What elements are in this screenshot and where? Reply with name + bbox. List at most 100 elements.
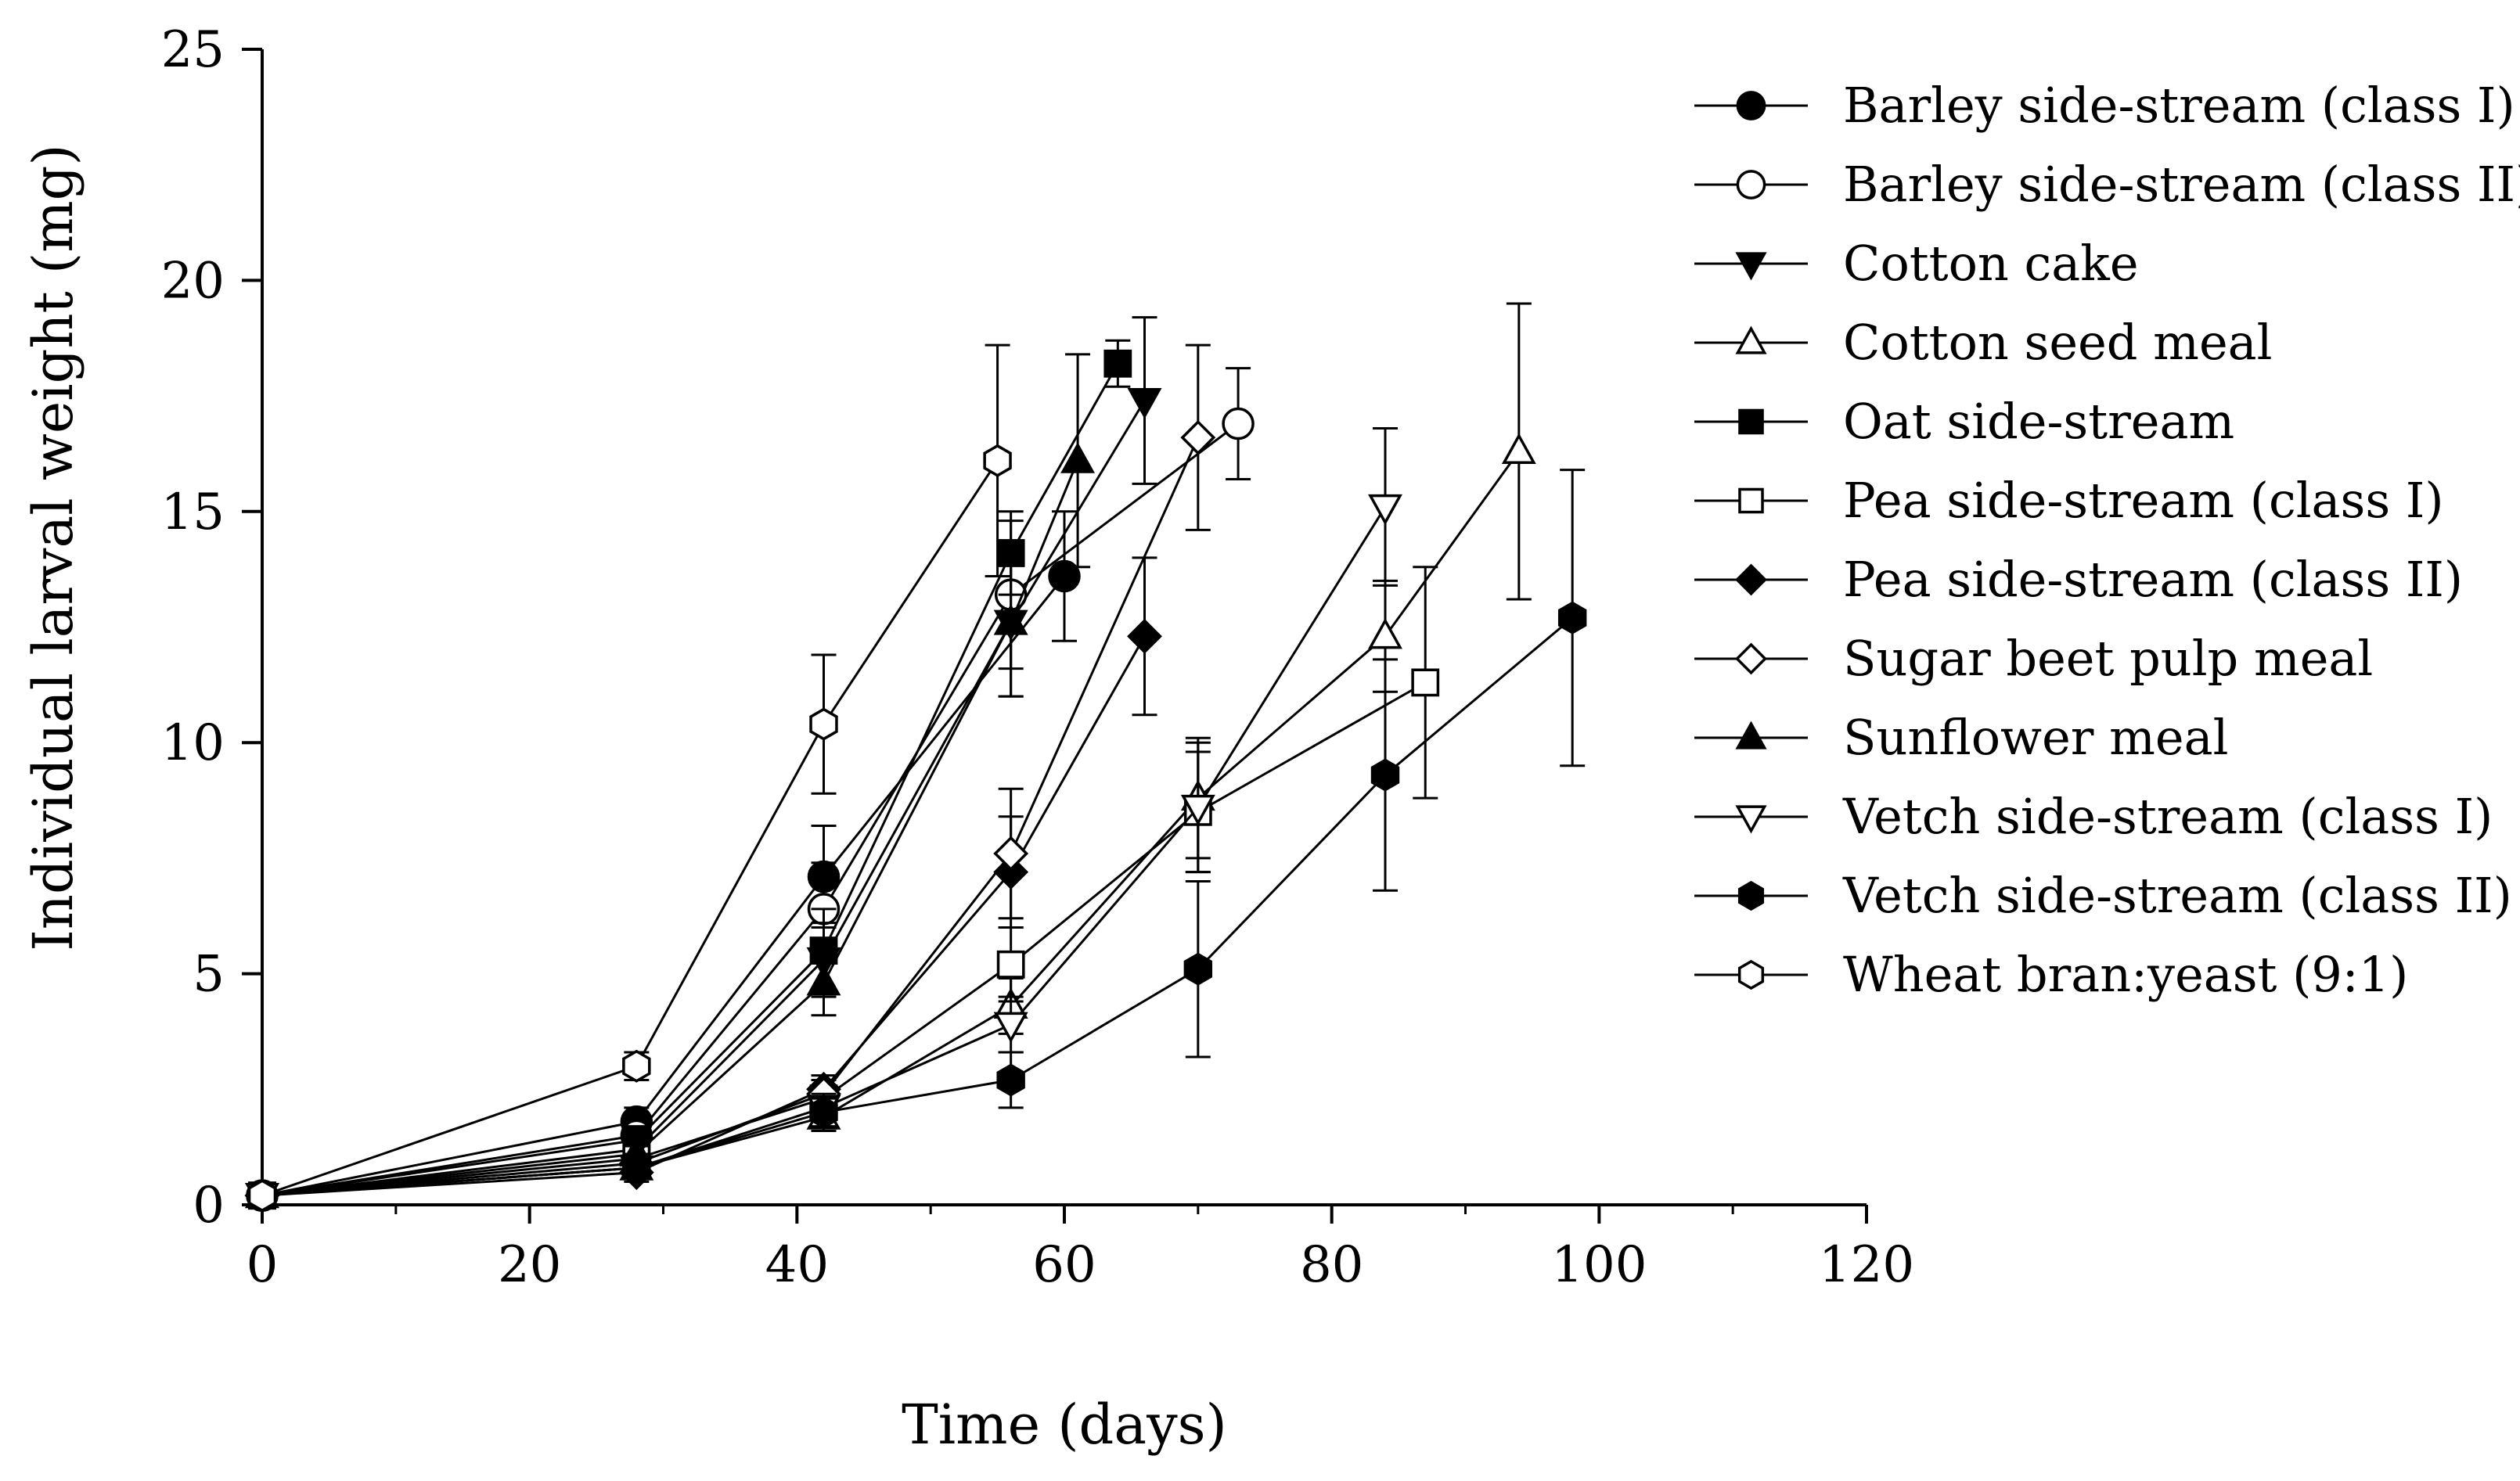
series-line	[261, 451, 1521, 1197]
legend-marker	[1735, 325, 1767, 354]
legend-marker	[1736, 91, 1766, 120]
legend-entry: Vetch side-stream (class II)	[1694, 867, 2512, 924]
legend-label: Pea side-stream (class II)	[1843, 551, 2463, 608]
legend-entry: Vetch side-stream (class I)	[1694, 788, 2493, 845]
data-point	[1103, 349, 1132, 378]
x-tick-label: 20	[498, 1236, 561, 1294]
data-point	[1180, 794, 1215, 826]
y-tick-label: 10	[161, 714, 225, 772]
y-tick-label: 5	[193, 946, 225, 1004]
y-tick-label: 25	[161, 21, 225, 79]
data-point	[1127, 618, 1162, 654]
series-line	[261, 422, 1240, 1197]
data-point	[993, 1012, 1028, 1044]
series-11	[247, 343, 1012, 1213]
x-tick-label: 60	[1032, 1236, 1096, 1294]
axes: 0 20 40 60 80 100 120 0 5 10 15 20 25	[161, 21, 1915, 1294]
legend-entry: Pea side-stream (class II)	[1694, 551, 2463, 608]
legend-label: Oat side-stream	[1843, 393, 2234, 450]
data-point	[1370, 758, 1400, 792]
legend-entry: Wheat bran:yeast (9:1)	[1694, 946, 2408, 1003]
data-point	[809, 1095, 838, 1129]
data-point	[622, 1049, 651, 1083]
legend-marker	[1735, 642, 1767, 675]
legend-marker	[1737, 959, 1765, 990]
legend-marker	[1735, 252, 1767, 281]
x-axis-title: Time (days)	[902, 1393, 1227, 1457]
legend-label: Barley side-stream (class I)	[1843, 77, 2515, 134]
data-point	[1368, 494, 1402, 526]
series-7	[244, 343, 1216, 1213]
data-point	[809, 707, 838, 741]
data-point	[993, 604, 1028, 635]
legend-label: Wheat bran:yeast (9:1)	[1843, 946, 2408, 1003]
data-point	[1060, 442, 1096, 473]
x-tick-label: 80	[1300, 1236, 1363, 1294]
data-point	[247, 1179, 277, 1213]
data-point	[806, 964, 841, 996]
data-point	[1557, 601, 1587, 634]
data-point	[993, 836, 1029, 872]
legend-marker	[1736, 170, 1766, 200]
legend-marker	[1738, 487, 1764, 514]
series-0	[246, 510, 1081, 1212]
data-point	[1501, 433, 1536, 464]
x-tick-label: 100	[1551, 1236, 1647, 1294]
data-point	[1180, 419, 1216, 455]
series-1	[246, 367, 1255, 1212]
legend-label: Sunflower meal	[1843, 709, 2228, 766]
series-line	[261, 681, 1427, 1197]
data-point	[1183, 952, 1213, 986]
y-tick-label: 20	[161, 252, 225, 310]
y-axis-title: Individual larval weight (mg)	[21, 144, 85, 951]
legend-entry: Barley side-stream (class II)	[1694, 156, 2520, 213]
data-point	[996, 1063, 1025, 1097]
legend-label: Vetch side-stream (class II)	[1842, 867, 2512, 924]
series-line	[261, 616, 1574, 1197]
legend-entry: Oat side-stream	[1694, 393, 2234, 450]
legend-entry: Sunflower meal	[1694, 709, 2228, 766]
legend-entry: Barley side-stream (class I)	[1694, 77, 2515, 134]
legend-marker	[1738, 408, 1764, 435]
data-point	[996, 950, 1025, 979]
y-tick-label: 0	[193, 1177, 225, 1235]
series-line	[261, 460, 1079, 1197]
data-point	[1048, 559, 1081, 593]
data-point	[1368, 617, 1402, 649]
legend-label: Cotton cake	[1843, 235, 2139, 292]
series-6	[244, 556, 1162, 1213]
x-tick-label: 120	[1819, 1236, 1914, 1294]
legend-marker	[1735, 563, 1767, 596]
data-point	[622, 1151, 651, 1184]
series-5	[248, 566, 1440, 1210]
legend-entry: Sugar beet pulp meal	[1694, 630, 2373, 687]
series-3	[245, 302, 1536, 1209]
x-tick-label: 0	[247, 1236, 279, 1294]
series-line	[261, 459, 999, 1197]
series-line	[261, 575, 1066, 1197]
data-point	[983, 444, 1012, 477]
series-layer	[244, 302, 1587, 1214]
legend-label: Barley side-stream (class II)	[1843, 156, 2520, 213]
data-point	[1411, 668, 1440, 697]
legend-marker	[1735, 805, 1767, 834]
legend-label: Sugar beet pulp meal	[1843, 630, 2373, 687]
series-9	[245, 426, 1402, 1214]
legend-entry: Cotton cake	[1694, 235, 2139, 292]
legend-marker	[1735, 721, 1767, 749]
legend-marker	[1737, 880, 1765, 911]
series-line	[261, 437, 1200, 1197]
legend-label: Cotton seed meal	[1843, 314, 2272, 371]
legend-entry: Pea side-stream (class I)	[1694, 472, 2444, 529]
y-tick-label: 15	[161, 483, 225, 541]
x-tick-label: 40	[765, 1236, 829, 1294]
series-line	[261, 635, 1146, 1197]
legend-entry: Cotton seed meal	[1694, 314, 2272, 371]
legend: Barley side-stream (class I) Barley side-…	[1694, 77, 2520, 1003]
data-point	[1222, 407, 1255, 440]
legend-label: Vetch side-stream (class I)	[1842, 788, 2493, 845]
legend-label: Pea side-stream (class I)	[1843, 472, 2444, 529]
data-point	[1127, 388, 1162, 419]
